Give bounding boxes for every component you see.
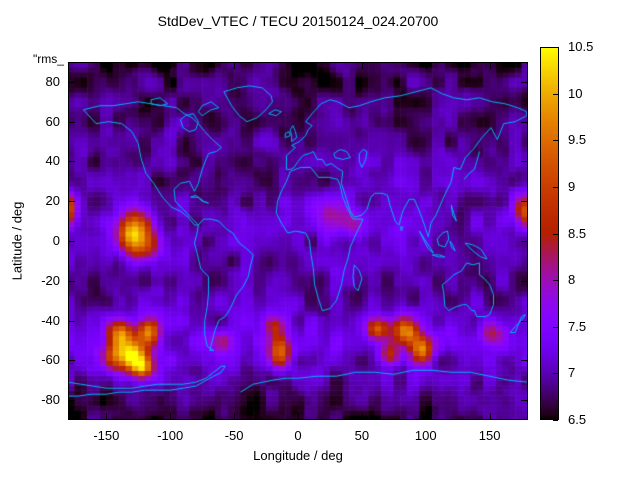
x-tick-mark bbox=[170, 413, 172, 419]
colorbar-tick-mark bbox=[553, 140, 558, 142]
x-tick-label: 150 bbox=[478, 428, 501, 443]
colorbar-tick-label: 9 bbox=[568, 178, 576, 194]
x-tick-mark bbox=[489, 413, 491, 419]
x-tick-mark bbox=[425, 413, 427, 419]
x-tick-mark bbox=[489, 63, 491, 69]
y-tick-mark bbox=[521, 201, 527, 203]
x-tick-mark bbox=[425, 63, 427, 69]
x-tick-label: 100 bbox=[414, 428, 437, 443]
colorbar-tick-label: 7.5 bbox=[568, 318, 587, 334]
y-tick-mark bbox=[69, 121, 75, 123]
y-tick-label: -20 bbox=[41, 272, 60, 288]
y-tick-label: -60 bbox=[41, 352, 60, 368]
y-tick-mark bbox=[521, 280, 527, 282]
y-tick-mark bbox=[521, 320, 527, 322]
colorbar-tick-label: 10.5 bbox=[568, 39, 594, 54]
colorbar-tick-label: 7 bbox=[568, 365, 576, 381]
x-tick-label: -150 bbox=[93, 428, 120, 443]
corner-label: "rms_ bbox=[33, 52, 64, 66]
y-tick-mark bbox=[69, 280, 75, 282]
y-tick-mark bbox=[521, 121, 527, 123]
colorbar-tick-mark bbox=[553, 280, 558, 282]
y-tick-label: -40 bbox=[41, 312, 60, 328]
x-tick-label: 50 bbox=[354, 428, 370, 443]
colorbar-tick-mark bbox=[553, 47, 558, 48]
y-tick-mark bbox=[69, 400, 75, 402]
y-tick-mark bbox=[69, 360, 75, 362]
y-tick-label: -80 bbox=[41, 392, 60, 408]
y-tick-label: 0 bbox=[52, 233, 60, 248]
colorbar-tick-mark bbox=[553, 420, 558, 421]
colorbar-tick-mark bbox=[553, 326, 558, 328]
y-tick-mark bbox=[69, 320, 75, 322]
chart-title: StdDev_VTEC / TECU 20150124_024.20700 bbox=[157, 13, 439, 29]
x-tick-mark bbox=[234, 413, 236, 419]
x-axis-label: Longitude / deg bbox=[253, 448, 343, 463]
colorbar-tick-mark bbox=[553, 233, 558, 235]
x-tick-mark bbox=[298, 413, 299, 419]
colorbar-tick-mark bbox=[553, 373, 558, 375]
colorbar-tick-label: 6.5 bbox=[568, 412, 587, 427]
y-tick-label: 40 bbox=[45, 153, 60, 169]
y-tick-label: 80 bbox=[45, 73, 60, 89]
x-tick-mark bbox=[106, 413, 108, 419]
y-tick-label: 60 bbox=[45, 113, 60, 129]
x-tick-mark bbox=[106, 63, 108, 69]
x-tick-mark bbox=[361, 63, 363, 69]
colorbar-tick-mark bbox=[553, 93, 558, 95]
y-tick-label: 20 bbox=[45, 193, 60, 209]
x-tick-label: -100 bbox=[157, 428, 184, 443]
colorbar-tick-label: 8.5 bbox=[568, 225, 587, 241]
y-tick-mark bbox=[521, 360, 527, 362]
colorbar-tick-label: 9.5 bbox=[568, 132, 587, 148]
colorbar-tick-label: 8 bbox=[568, 272, 576, 288]
x-tick-mark bbox=[298, 63, 299, 69]
y-tick-mark bbox=[521, 241, 527, 242]
x-tick-mark bbox=[170, 63, 172, 69]
x-tick-mark bbox=[234, 63, 236, 69]
y-tick-mark bbox=[69, 81, 75, 83]
y-tick-mark bbox=[69, 241, 75, 242]
y-tick-mark bbox=[521, 161, 527, 163]
y-tick-mark bbox=[521, 400, 527, 402]
heatmap-canvas bbox=[68, 62, 528, 420]
x-tick-label: 0 bbox=[294, 428, 302, 443]
y-tick-mark bbox=[69, 161, 75, 163]
x-tick-label: -50 bbox=[224, 428, 244, 443]
y-tick-mark bbox=[521, 81, 527, 83]
x-tick-mark bbox=[361, 413, 363, 419]
colorbar-tick-label: 10 bbox=[568, 85, 583, 101]
y-tick-mark bbox=[69, 201, 75, 203]
colorbar-tick-mark bbox=[553, 186, 558, 188]
